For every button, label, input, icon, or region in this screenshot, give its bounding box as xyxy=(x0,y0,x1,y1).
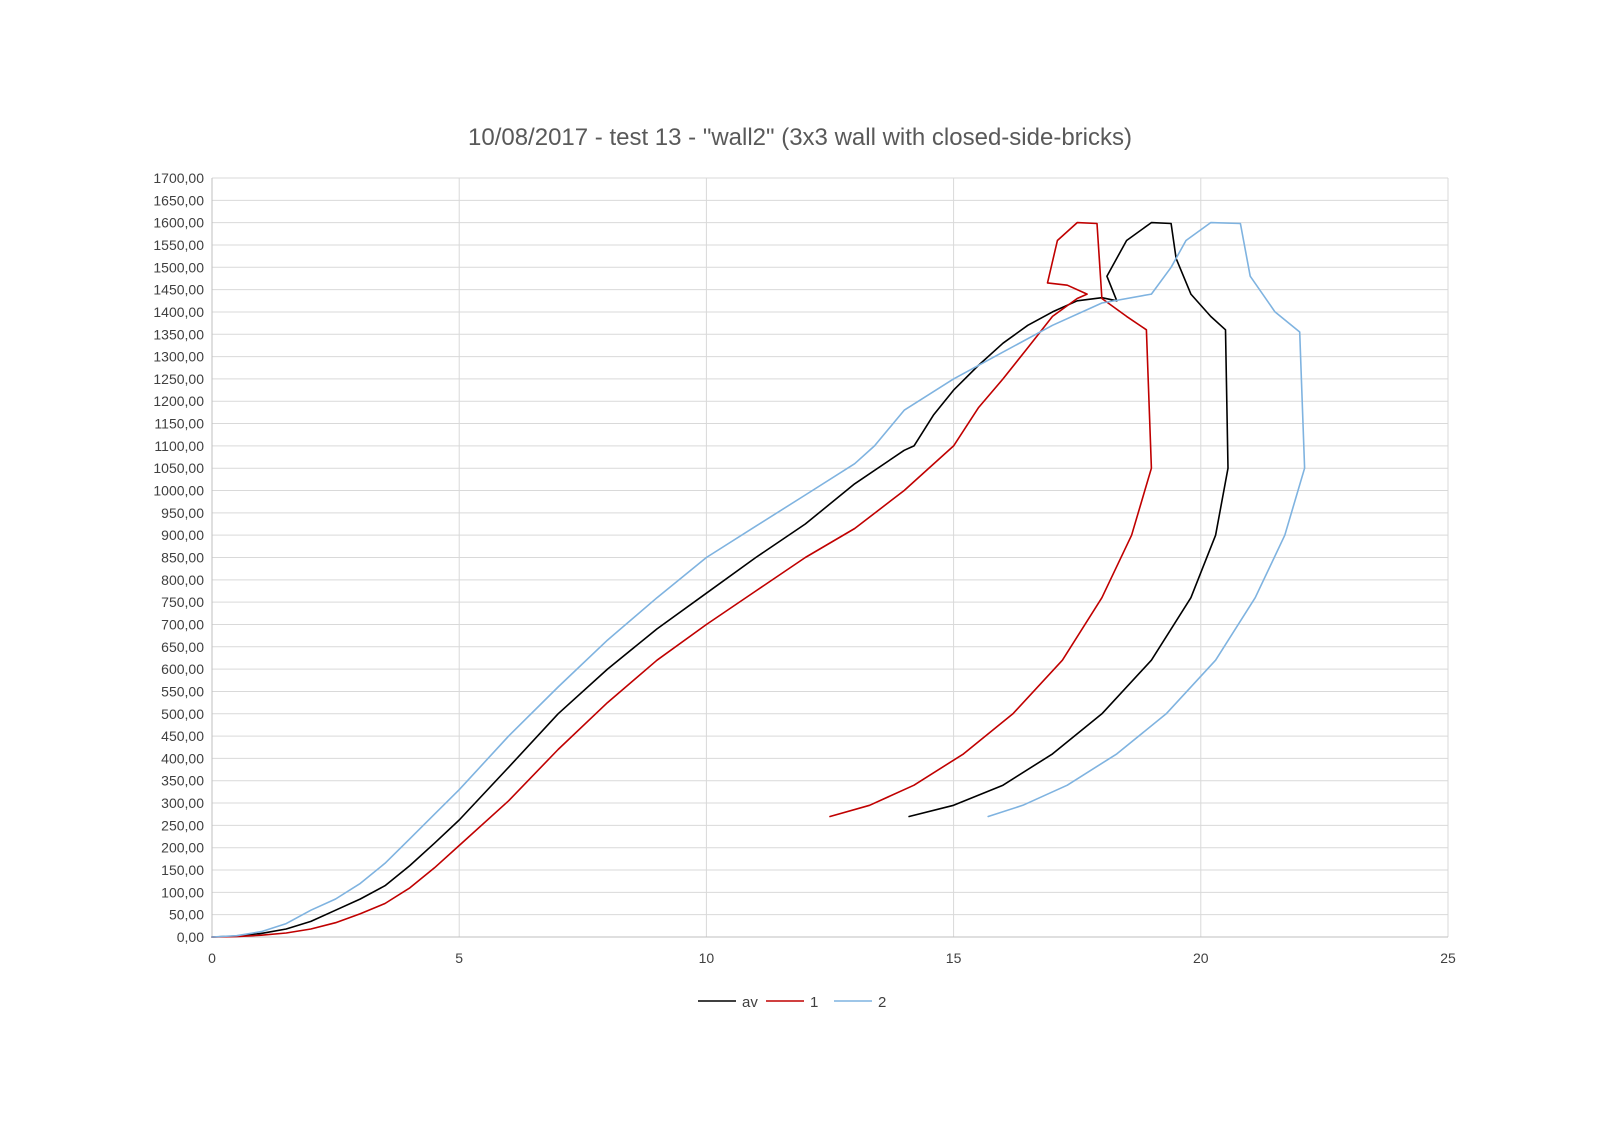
y-tick-label: 400,00 xyxy=(161,750,204,766)
y-tick-label: 1700,00 xyxy=(153,170,204,186)
y-tick-label: 0,00 xyxy=(177,929,204,945)
y-tick-label: 1650,00 xyxy=(153,192,204,208)
y-tick-label: 450,00 xyxy=(161,728,204,744)
series-line-1 xyxy=(211,221,1153,938)
y-tick-label: 1350,00 xyxy=(153,326,204,342)
legend: av 1 2 xyxy=(698,994,886,1011)
y-tick-label: 600,00 xyxy=(161,661,204,677)
y-tick-label: 1450,00 xyxy=(153,282,204,298)
x-tick-label: 25 xyxy=(1440,950,1456,966)
y-tick-label: 250,00 xyxy=(161,817,204,833)
y-tick-label: 1250,00 xyxy=(153,371,204,387)
y-tick-label: 50,00 xyxy=(169,907,204,923)
y-tick-label: 700,00 xyxy=(161,616,204,632)
y-tick-label: 1550,00 xyxy=(153,237,204,253)
x-tick-label: 5 xyxy=(455,950,463,966)
y-tick-label: 300,00 xyxy=(161,795,204,811)
y-tick-label: 1100,00 xyxy=(154,438,204,454)
x-tick-label: 20 xyxy=(1193,950,1209,966)
y-tick-label: 350,00 xyxy=(161,773,204,789)
chart-title: 10/08/2017 - test 13 - "wall2" (3x3 wall… xyxy=(468,124,1132,151)
y-tick-label: 750,00 xyxy=(161,594,204,610)
x-tick-label: 0 xyxy=(208,950,216,966)
y-tick-label: 1150,00 xyxy=(154,416,204,432)
y-tick-label: 1050,00 xyxy=(153,460,204,476)
y-tick-label: 150,00 xyxy=(161,862,204,878)
y-tick-label: 1500,00 xyxy=(153,259,204,275)
y-tick-label: 1600,00 xyxy=(153,215,204,231)
legend-label-2: 2 xyxy=(878,994,886,1011)
y-tick-label: 1000,00 xyxy=(153,483,204,499)
y-tick-label: 1300,00 xyxy=(153,349,204,365)
y-tick-label: 850,00 xyxy=(161,550,204,566)
series-line-2 xyxy=(211,221,1306,938)
series-lines xyxy=(211,221,1306,938)
x-tick-label: 15 xyxy=(946,950,962,966)
legend-label-1: 1 xyxy=(810,994,818,1011)
y-tick-label: 500,00 xyxy=(161,706,204,722)
legend-label-av: av xyxy=(742,994,758,1011)
y-tick-labels: 0,00 50,00 100,00 150,00 200,00 250,00 300,00 3… xyxy=(153,170,204,945)
axes xyxy=(211,178,1448,938)
y-tick-label: 200,00 xyxy=(161,840,204,856)
x-tick-label: 10 xyxy=(699,950,715,966)
y-tick-label: 650,00 xyxy=(161,639,204,655)
y-tick-label: 100,00 xyxy=(161,884,204,900)
y-tick-label: 1200,00 xyxy=(153,393,204,409)
x-tick-labels: 0 5 10 15 20 25 xyxy=(208,950,1456,966)
y-tick-label: 800,00 xyxy=(161,572,204,588)
y-tick-label: 950,00 xyxy=(161,505,204,521)
y-tick-label: 900,00 xyxy=(161,527,204,543)
grid-lines xyxy=(212,177,1449,937)
y-tick-label: 550,00 xyxy=(161,683,204,699)
y-tick-label: 1400,00 xyxy=(153,304,204,320)
